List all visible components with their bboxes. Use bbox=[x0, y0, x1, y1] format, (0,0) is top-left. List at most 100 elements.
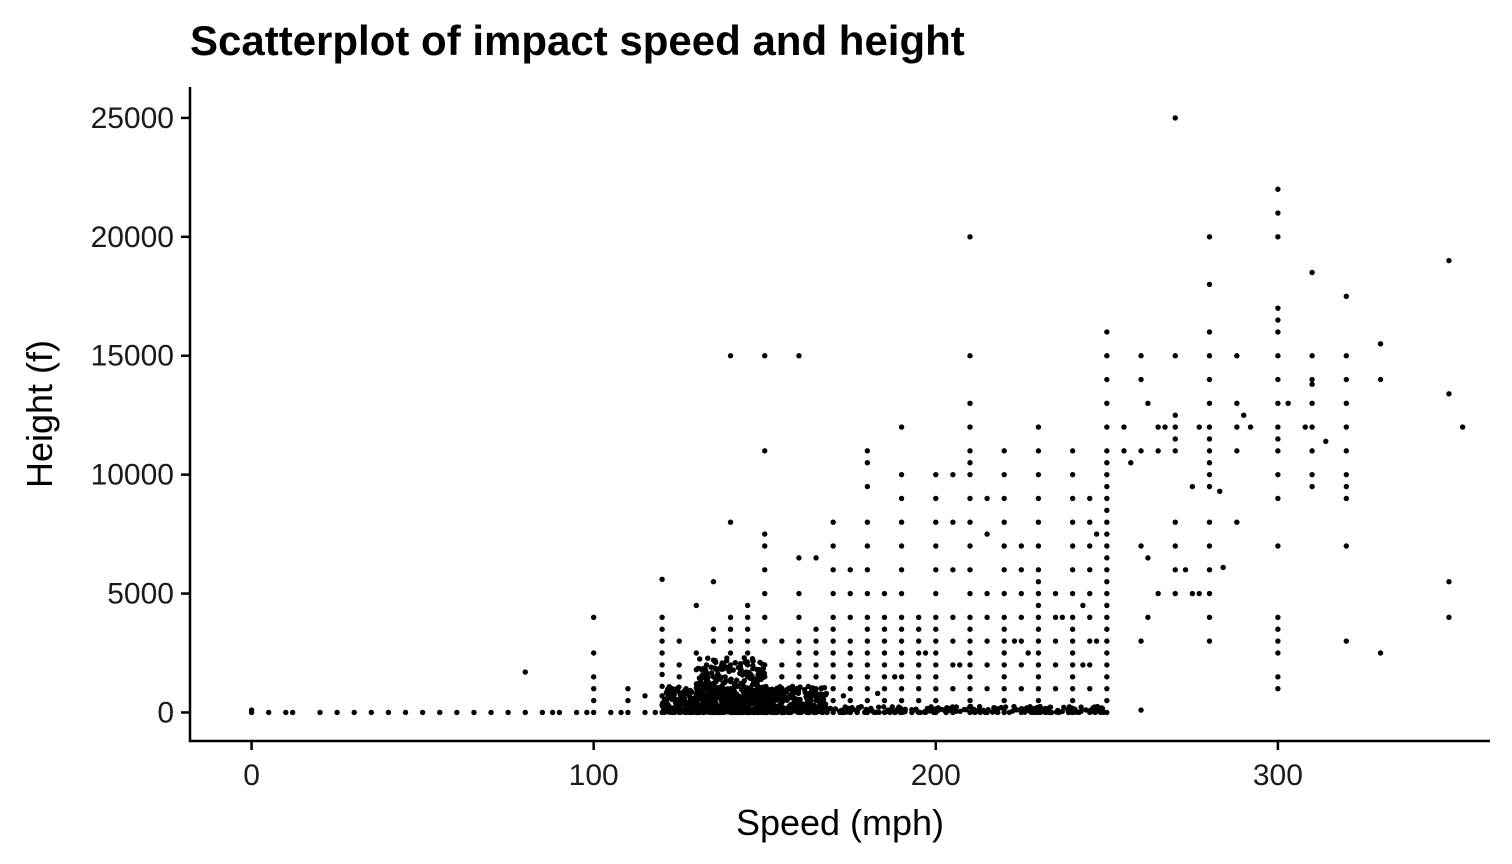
data-point bbox=[1285, 400, 1291, 406]
data-point bbox=[1048, 709, 1055, 716]
data-point bbox=[718, 709, 725, 715]
data-point bbox=[727, 626, 734, 632]
data-point bbox=[679, 690, 685, 696]
data-point bbox=[1104, 674, 1110, 680]
data-point bbox=[1104, 448, 1110, 454]
data-point bbox=[676, 662, 682, 668]
data-point bbox=[1001, 567, 1007, 573]
data-point bbox=[728, 696, 735, 702]
data-point bbox=[1052, 662, 1059, 668]
data-point bbox=[1217, 488, 1223, 494]
data-point bbox=[1189, 590, 1196, 597]
data-point bbox=[1275, 424, 1281, 430]
data-point bbox=[1052, 638, 1059, 644]
data-point bbox=[933, 685, 939, 692]
data-point bbox=[830, 674, 836, 680]
data-point bbox=[652, 709, 658, 716]
data-point bbox=[898, 567, 905, 573]
data-point bbox=[708, 664, 714, 670]
data-point bbox=[787, 709, 794, 716]
data-point bbox=[737, 670, 743, 677]
data-point bbox=[915, 626, 922, 632]
data-point bbox=[1001, 495, 1007, 502]
data-point bbox=[265, 709, 272, 716]
data-point bbox=[1018, 638, 1025, 644]
data-point bbox=[1234, 519, 1240, 525]
data-point bbox=[980, 707, 987, 714]
data-point bbox=[864, 614, 871, 621]
data-point bbox=[1172, 590, 1178, 597]
data-point bbox=[1104, 353, 1110, 359]
data-point bbox=[1069, 448, 1076, 454]
data-point bbox=[1343, 471, 1350, 478]
data-point bbox=[1206, 448, 1213, 454]
data-point bbox=[732, 659, 739, 666]
data-point bbox=[1104, 460, 1110, 466]
data-point bbox=[659, 662, 665, 668]
data-point bbox=[1104, 590, 1110, 597]
data-point bbox=[625, 697, 631, 704]
data-point bbox=[967, 650, 973, 656]
data-point bbox=[1343, 483, 1350, 490]
data-point bbox=[909, 709, 915, 715]
x-tick-label: 300 bbox=[1253, 759, 1303, 792]
data-point bbox=[722, 674, 728, 680]
data-point bbox=[707, 681, 713, 687]
data-point bbox=[1104, 638, 1110, 644]
data-point bbox=[1172, 567, 1178, 573]
data-point bbox=[864, 519, 871, 525]
data-point bbox=[856, 704, 863, 711]
data-point bbox=[898, 674, 905, 680]
data-point bbox=[1446, 391, 1452, 397]
data-point bbox=[957, 708, 963, 715]
data-point bbox=[881, 626, 888, 632]
data-point bbox=[1021, 708, 1027, 715]
data-point bbox=[590, 674, 597, 680]
data-point bbox=[933, 495, 939, 502]
data-point bbox=[454, 709, 460, 716]
data-point bbox=[1001, 614, 1007, 621]
data-point bbox=[762, 590, 768, 597]
data-point bbox=[699, 666, 705, 673]
data-point bbox=[915, 697, 922, 704]
data-point bbox=[933, 626, 939, 632]
data-point bbox=[1138, 376, 1144, 383]
data-point bbox=[1323, 438, 1329, 445]
data-point bbox=[807, 700, 814, 706]
data-point bbox=[1035, 424, 1042, 430]
chart-title: Scatterplot of impact speed and height bbox=[190, 17, 965, 64]
data-point bbox=[676, 674, 682, 680]
data-point bbox=[1275, 638, 1281, 644]
x-axis-ticks: 0 100 200 300 bbox=[243, 741, 1303, 792]
data-point bbox=[735, 664, 742, 671]
data-point bbox=[1097, 709, 1104, 716]
data-point bbox=[1343, 293, 1350, 299]
data-point bbox=[710, 626, 717, 632]
data-point bbox=[1189, 483, 1196, 490]
data-point bbox=[724, 686, 731, 692]
data-point bbox=[1035, 471, 1042, 478]
data-point bbox=[1104, 555, 1110, 561]
data-point bbox=[750, 693, 757, 699]
data-point bbox=[556, 709, 563, 716]
data-point bbox=[898, 638, 905, 644]
data-point bbox=[714, 693, 720, 699]
data-point bbox=[1059, 614, 1066, 621]
data-point bbox=[1145, 400, 1151, 406]
data-point bbox=[832, 706, 839, 712]
data-point bbox=[1087, 685, 1093, 692]
data-point bbox=[1309, 483, 1315, 490]
data-point bbox=[716, 689, 723, 695]
data-point bbox=[778, 707, 785, 713]
data-point bbox=[1014, 707, 1020, 713]
data-point bbox=[1275, 317, 1281, 323]
data-point bbox=[662, 697, 669, 704]
data-point bbox=[796, 662, 802, 668]
data-point bbox=[573, 709, 580, 716]
data-point bbox=[704, 692, 711, 699]
data-point bbox=[933, 567, 939, 573]
data-point bbox=[933, 697, 939, 704]
data-point bbox=[1138, 353, 1144, 359]
data-point bbox=[718, 684, 725, 691]
